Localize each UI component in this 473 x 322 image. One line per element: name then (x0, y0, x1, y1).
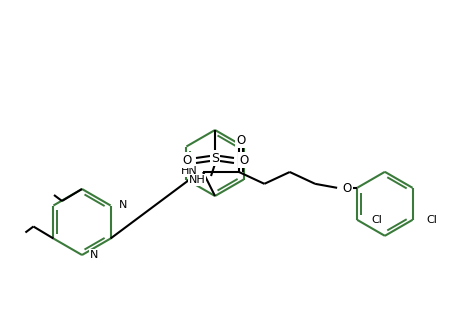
Text: HN: HN (181, 166, 197, 176)
Text: Cl: Cl (371, 215, 382, 225)
Text: O: O (239, 154, 249, 166)
Text: N: N (118, 201, 127, 211)
Text: Cl: Cl (427, 215, 438, 225)
Text: S: S (211, 151, 219, 165)
Text: O: O (183, 154, 192, 166)
Text: NH: NH (189, 175, 205, 185)
Text: N: N (90, 250, 98, 260)
Text: O: O (342, 182, 352, 195)
Text: O: O (236, 134, 245, 147)
